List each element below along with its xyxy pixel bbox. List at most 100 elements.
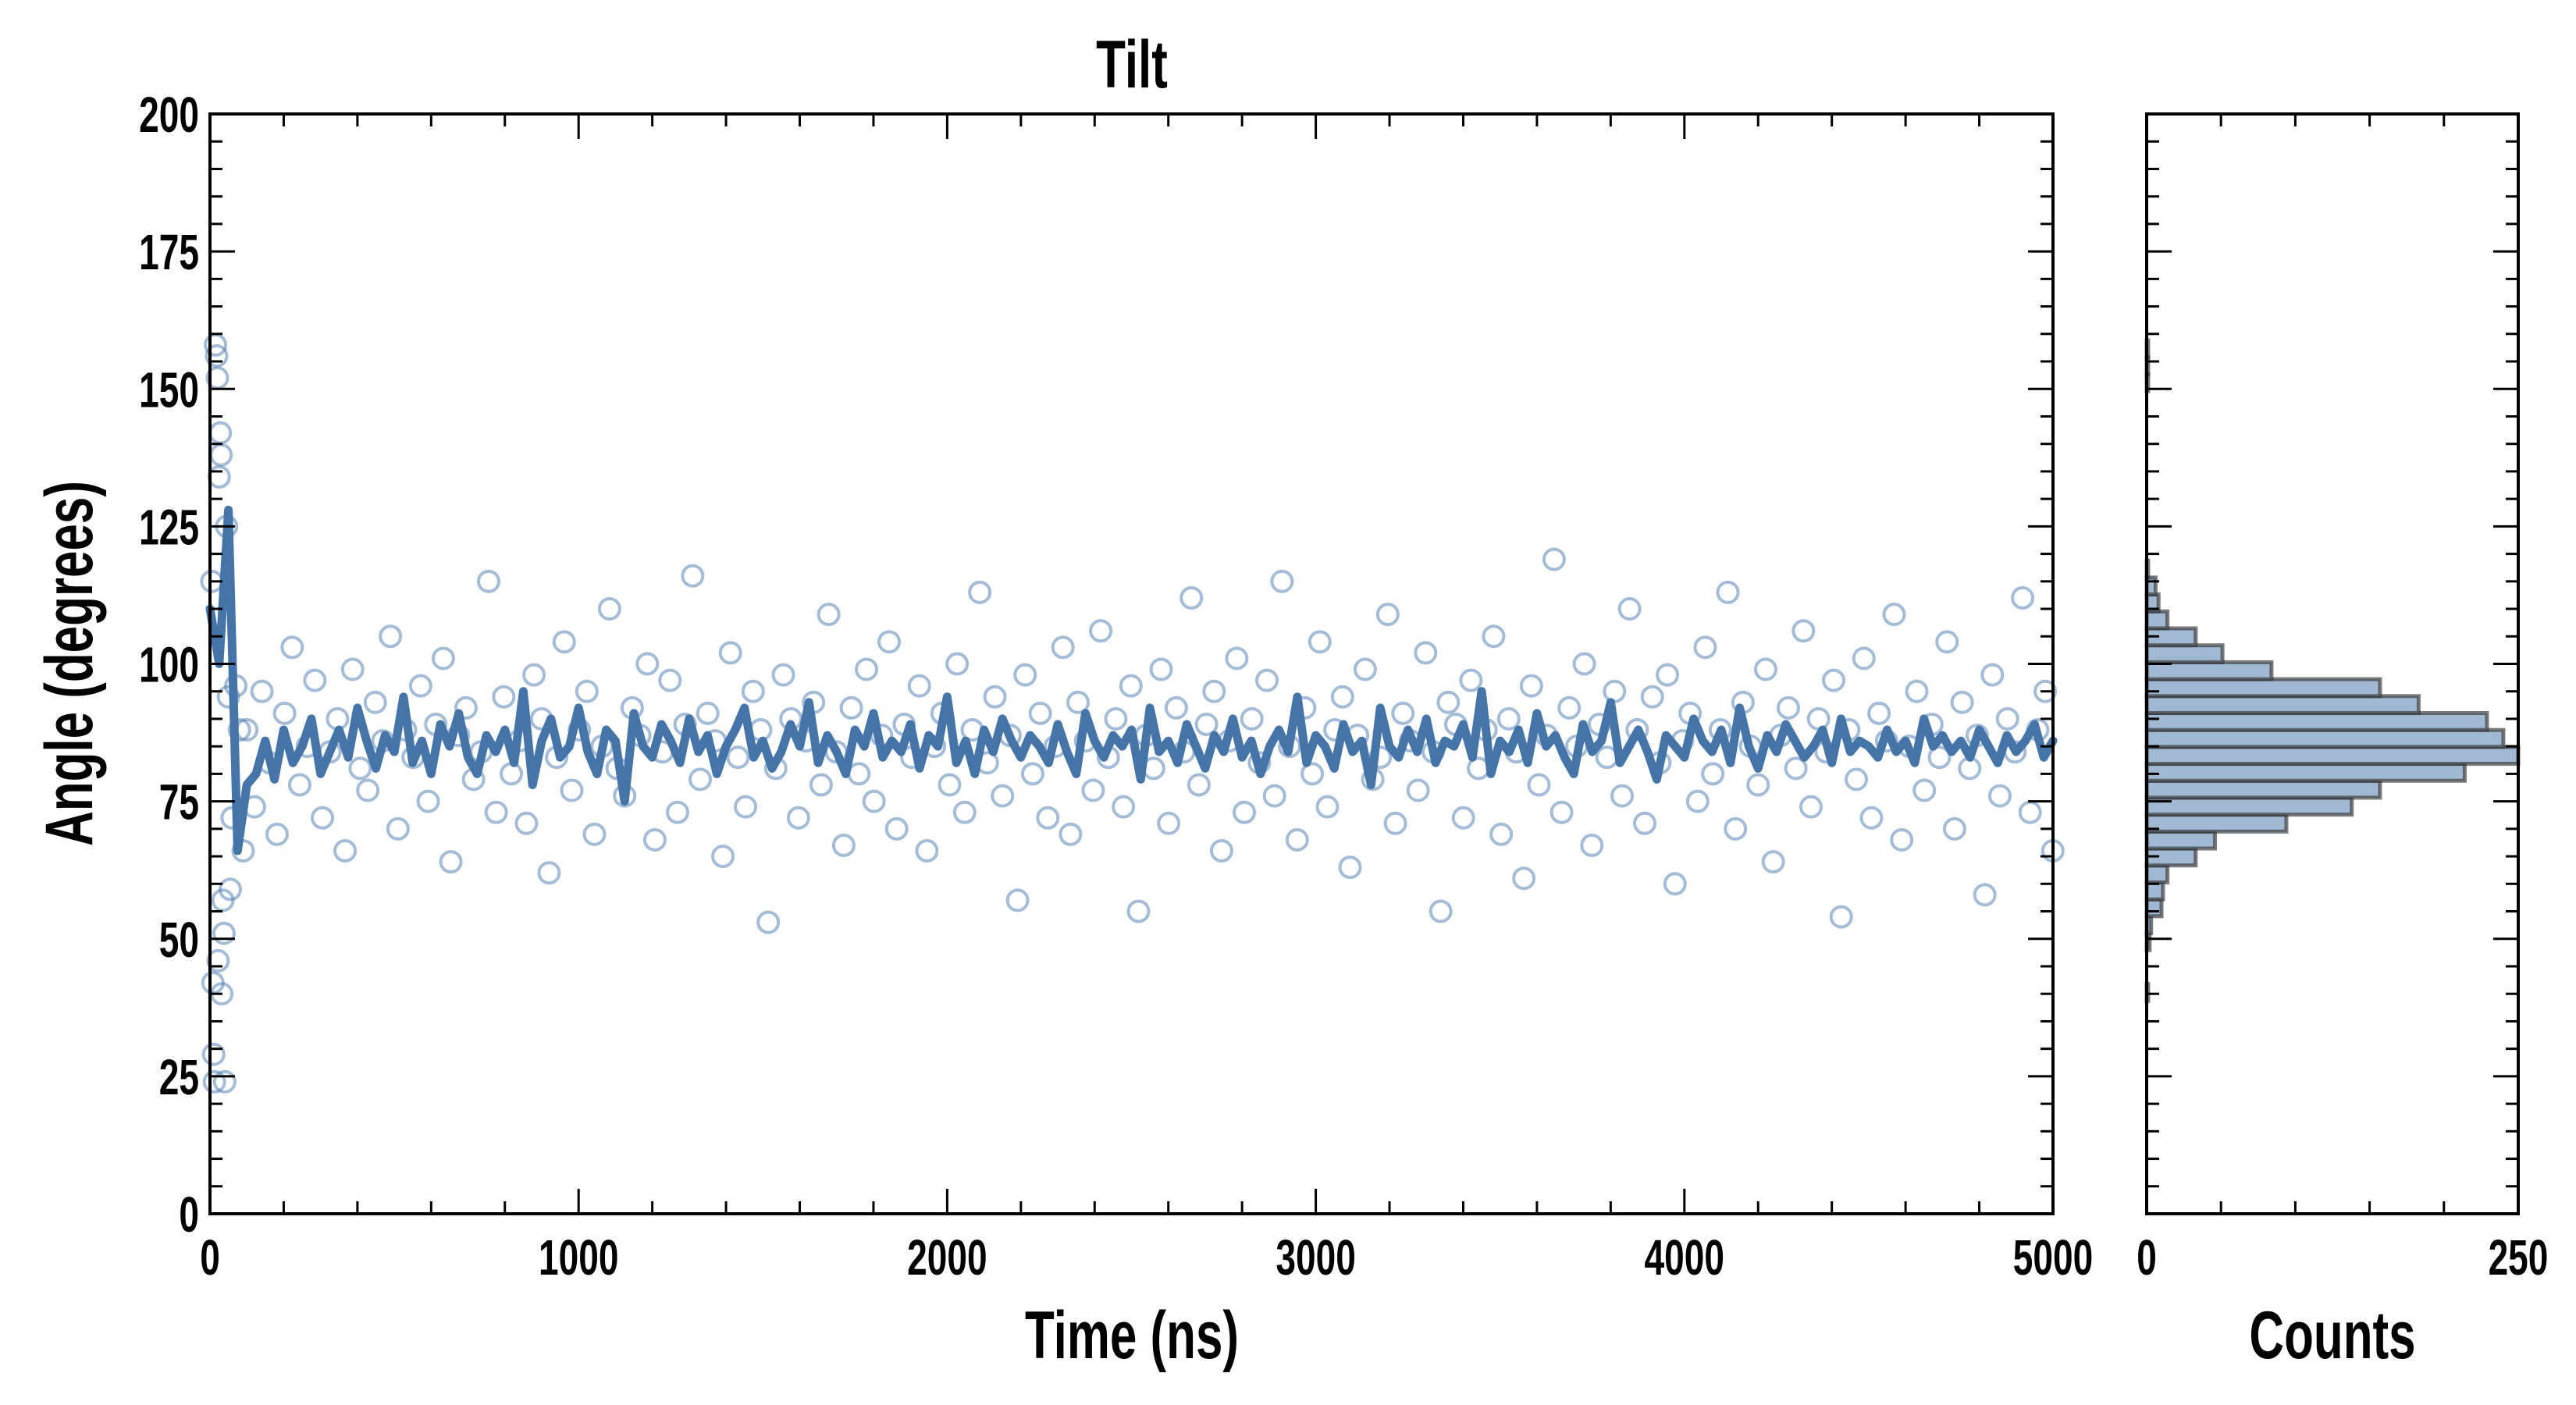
scatter-point (1225, 646, 1249, 670)
histogram-plot: 0 250 (2137, 112, 2549, 1286)
scatter-point (280, 635, 304, 660)
scatter-point (877, 630, 902, 654)
scatter-point (1656, 663, 1680, 687)
scatter-point (348, 756, 372, 781)
scatter-point (1391, 701, 1415, 725)
scatter-point (1693, 635, 1717, 660)
histogram-bar (2144, 643, 2225, 664)
scatter-point (1603, 679, 1627, 703)
scatter-point (205, 343, 229, 368)
scatter-point (1126, 899, 1151, 923)
scatter-point (454, 695, 478, 720)
running-average-line (205, 505, 2058, 855)
scatter-point (431, 646, 455, 670)
scatter-point (2018, 800, 2042, 824)
scatter-point (1285, 827, 1309, 852)
hist-x-tick-label: 250 (2489, 1230, 2549, 1286)
scatter-point (658, 668, 682, 692)
scatter-point (500, 762, 524, 786)
y-tick-label: 0 (179, 1187, 199, 1243)
scatter-point (207, 464, 231, 489)
hist-x-tick-label: 0 (2137, 1230, 2157, 1286)
scatter-point (1270, 569, 1294, 593)
histogram-bars (2144, 338, 2521, 1003)
scatter-point (1512, 866, 1536, 891)
histogram-x-axis-label: Counts (2249, 1297, 2415, 1372)
scatter-point (1905, 679, 1929, 703)
y-tick-label: 100 (139, 637, 199, 692)
scatter-point (227, 718, 251, 742)
scatter-point (1194, 712, 1219, 736)
scatter-point (2033, 679, 2058, 703)
scatter-point (1255, 668, 1279, 692)
scatter-point (847, 762, 871, 786)
histogram-axes-frame (2145, 112, 2520, 1215)
scatter-point (1436, 690, 1461, 714)
labels: Tilt Time (ns) Angle (degrees) Counts (31, 27, 2416, 1372)
scatter-point (333, 839, 358, 863)
scatter-point (202, 1069, 226, 1094)
scatter-point (809, 773, 833, 797)
histogram-bar (2144, 778, 2382, 800)
scatter-point (287, 773, 311, 797)
scatter-point (1315, 795, 1340, 819)
scatter-point (1059, 822, 1083, 846)
scatter-point (386, 816, 410, 841)
scatter-point (1724, 816, 1748, 841)
scatter-point (1232, 800, 1256, 824)
y-axis-label: Angle (degrees) (31, 481, 106, 846)
histogram-bar (2144, 677, 2382, 699)
scatter-point (1013, 663, 1037, 687)
scatter-point (1414, 641, 1438, 665)
scatter-point (1164, 695, 1188, 720)
scatter-point (786, 806, 810, 830)
scatter-point (1338, 855, 1362, 880)
scatter-point (1716, 580, 1740, 604)
scatter-point (552, 630, 576, 654)
histogram-bar (2144, 897, 2164, 919)
scatter-point (839, 695, 863, 720)
scatter-point (1519, 674, 1543, 698)
x-tick-label: 0 (200, 1230, 220, 1286)
scatter-point (201, 1042, 226, 1066)
scatter-point (416, 789, 440, 813)
scatter-point (907, 674, 931, 698)
histogram-bar (2144, 813, 2289, 834)
scatter-point (1942, 816, 1966, 841)
scatter-point (1406, 778, 1430, 802)
y-tick-label: 150 (139, 362, 199, 418)
scatter-point (514, 811, 539, 835)
histogram-bar (2144, 609, 2170, 631)
scatter-point (560, 778, 584, 802)
scatter-point (1240, 706, 1264, 731)
scatter-point (1375, 603, 1400, 627)
x-tick-label: 1000 (539, 1230, 618, 1286)
x-tick-label: 4000 (1645, 1230, 1724, 1286)
scatter-point (1202, 679, 1226, 703)
scatter-point (476, 569, 500, 593)
scatter-point (1353, 657, 1377, 681)
scatter-point (1776, 695, 1800, 720)
scatter-point (575, 679, 599, 703)
scatter-point (1663, 872, 1687, 896)
scatter-point (1859, 806, 1884, 830)
scatter-point (968, 580, 992, 604)
scatter-point (1988, 784, 2012, 808)
scatter-point (945, 652, 970, 676)
scatter-point (1746, 773, 1770, 797)
scatter-point (665, 800, 689, 824)
scatter-point (537, 861, 561, 885)
histogram-bar (2144, 795, 2354, 817)
scatter-point (726, 745, 750, 770)
scatter-point (1572, 652, 1596, 676)
x-tick-label: 5000 (2013, 1230, 2093, 1286)
scatter-point (741, 679, 765, 703)
scatter-point (340, 657, 365, 681)
scatter-point (492, 685, 516, 709)
scatter-point (1089, 619, 1113, 643)
x-tick-label: 2000 (907, 1230, 987, 1286)
scatter-point (696, 701, 720, 725)
